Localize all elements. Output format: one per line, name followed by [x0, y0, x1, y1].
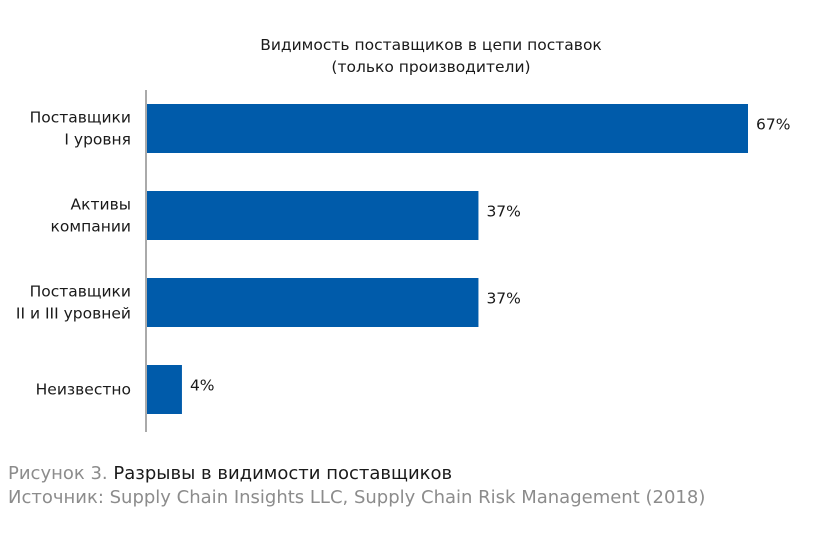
- category-label-0-line-1: I уровня: [64, 131, 131, 149]
- bar-0: [147, 104, 748, 153]
- category-label-1-line-0: Активы: [71, 196, 131, 214]
- chart-title-block: Видимость поставщиков в цепи поставок (т…: [146, 34, 716, 78]
- category-label-2-line-1: II и III уровней: [16, 305, 131, 323]
- bar-value-label-0: 67%: [756, 116, 790, 134]
- bar-value-label-1: 37%: [486, 203, 520, 221]
- chart-title: Видимость поставщиков в цепи поставок: [260, 36, 602, 54]
- bar-3: [147, 365, 182, 414]
- bar-2: [147, 278, 479, 327]
- bar-1: [147, 191, 479, 240]
- bar-value-label-3: 4%: [190, 377, 215, 395]
- bar-value-label-2: 37%: [486, 290, 520, 308]
- figure-caption: Рисунок 3. Разрывы в видимости поставщик…: [8, 462, 705, 510]
- figure-number: Рисунок 3.: [8, 463, 108, 484]
- category-label-0-line-0: Поставщики: [30, 109, 131, 127]
- figure-source: Источник: Supply Chain Insights LLC, Sup…: [8, 487, 706, 508]
- category-label-2-line-0: Поставщики: [30, 283, 131, 301]
- chart-subtitle: (только производители): [331, 58, 531, 76]
- figure-title: Разрывы в видимости поставщиков: [113, 463, 453, 484]
- category-label-3-line-0: Неизвестно: [36, 381, 131, 399]
- category-label-1-line-1: компании: [51, 218, 131, 236]
